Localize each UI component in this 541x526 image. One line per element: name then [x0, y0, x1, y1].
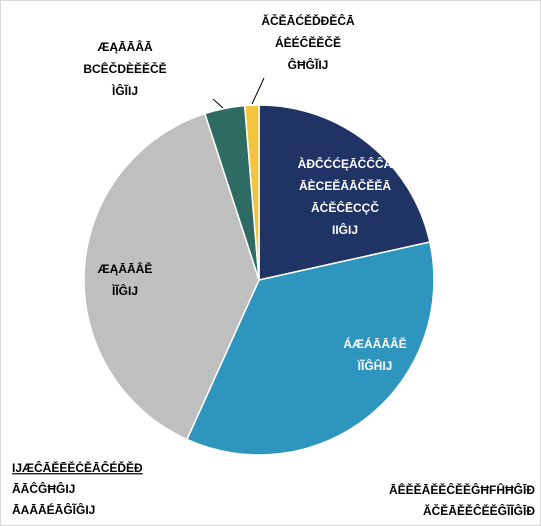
pie-slice: [83, 112, 260, 441]
slice-value-label: ÏĨĜĤIJ: [357, 358, 393, 373]
footnote: IJÆĈĀĚĒĚĊĚĀĈÉĎĚĐ: [12, 460, 143, 475]
slice-value-label: IIĜIJ: [332, 222, 358, 237]
footnote: ĀAĀĀÉĀĜĨĜIJ: [12, 502, 95, 517]
footnote: ĀÊĚĚĀĚĚĈĚĚĜĦFĤĦĜĪĐ: [389, 482, 535, 497]
leader-line: [251, 77, 265, 105]
slice-label: ÆĄĀĀÂĀ: [97, 39, 153, 54]
slice-label: ĂČĚĀĆĚĎĐĚĈĀ: [261, 13, 355, 28]
footnote: ĀĀĈĜĦĜIJ: [12, 481, 75, 496]
slice-label: ÁĖÉĈĚĚČĚ: [275, 35, 341, 50]
slice-label: ĀĊĚĈĒCÇČ: [311, 200, 379, 215]
slice-value-label: ĜĦĜĨIJ: [288, 57, 329, 72]
pie-slice: [243, 104, 260, 281]
slice-label: ĀÈCEĚĀĀČĚĚĀ: [299, 178, 391, 193]
slice-value-label: ÌĜĨIJ: [111, 83, 138, 98]
pie-slice: [185, 241, 435, 456]
slice-label: ÆĄĀĀÂĚ: [98, 261, 153, 276]
footnote: ĂČĚĀĚĚĈĚĚĜĨĨĜĪĐ: [423, 503, 535, 518]
slice-label: BCÊČDÈĚĚČĚ: [83, 61, 166, 76]
slice-label: ÀĐĈĆĆĘĀČĈĈĀ: [298, 156, 393, 171]
slice-label: ÁÆÁĀĀÂĚ: [343, 336, 406, 351]
slice-value-label: ÌĨĜIJ: [111, 283, 138, 298]
pie-slice: [258, 104, 431, 281]
leader-line: [212, 98, 225, 110]
